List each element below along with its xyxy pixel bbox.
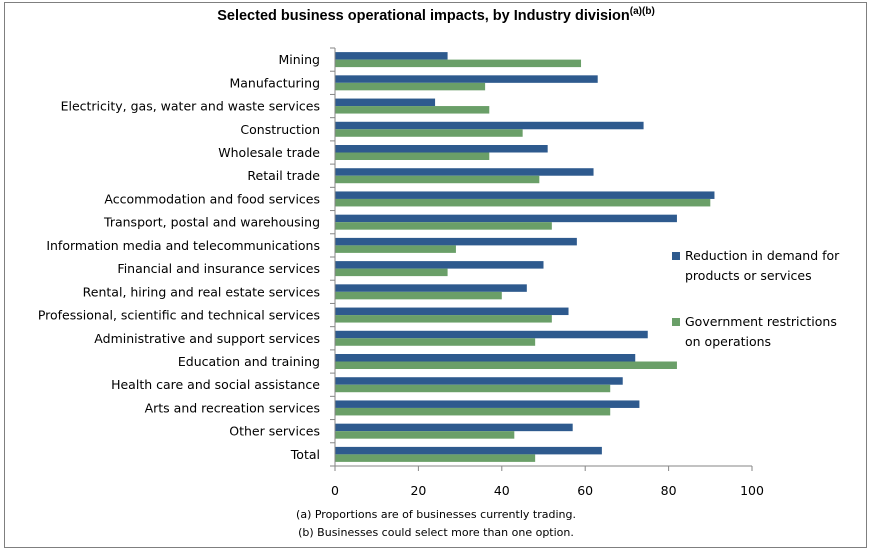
bar-demand-17	[335, 446, 602, 455]
bar-restrictions-12	[335, 338, 536, 346]
bar-restrictions-4	[335, 152, 490, 160]
bar-demand-6	[335, 191, 715, 199]
category-label: Arts and recreation services	[145, 400, 320, 415]
bar-demand-3	[335, 121, 644, 130]
category-label: Mining	[278, 52, 320, 67]
legend-label-restrictions: on operations	[685, 334, 771, 349]
bar-restrictions-5	[335, 175, 540, 184]
category-label: Rental, hiring and real estate services	[83, 284, 320, 299]
bar-restrictions-3	[335, 129, 523, 137]
category-label: Electricity, gas, water and waste servic…	[61, 99, 320, 114]
bar-demand-1	[335, 75, 598, 83]
category-label: Other services	[229, 424, 320, 439]
bar-demand-4	[335, 145, 548, 153]
x-tick-label: 20	[410, 483, 426, 498]
bar-restrictions-17	[335, 454, 536, 462]
bar-restrictions-8	[335, 245, 456, 253]
bar-demand-16	[335, 423, 573, 432]
legend-swatch-restrictions	[672, 318, 680, 326]
category-label: Education and training	[178, 354, 320, 369]
category-label: Financial and insurance services	[117, 261, 320, 276]
legend-swatch-demand	[672, 252, 680, 260]
bar-restrictions-16	[335, 431, 515, 439]
x-tick-label: 0	[331, 483, 339, 498]
bar-restrictions-15	[335, 407, 611, 416]
bar-demand-12	[335, 330, 648, 339]
bar-demand-8	[335, 237, 577, 246]
category-label: Construction	[240, 122, 320, 137]
bar-restrictions-10	[335, 291, 502, 300]
category-label: Professional, scientific and technical s…	[38, 308, 320, 323]
bar-restrictions-11	[335, 315, 552, 323]
bar-demand-9	[335, 261, 544, 269]
bar-demand-7	[335, 214, 677, 223]
chart-title: Selected business operational impacts, b…	[0, 6, 872, 24]
x-tick-label: 80	[661, 483, 677, 498]
bar-restrictions-2	[335, 106, 490, 114]
legend-label-demand: Reduction in demand for	[685, 248, 840, 263]
bar-demand-5	[335, 168, 594, 176]
category-label: Administrative and support services	[94, 331, 320, 346]
bar-demand-2	[335, 98, 436, 107]
bar-restrictions-1	[335, 82, 486, 91]
legend-label-restrictions: Government restrictions	[685, 314, 837, 329]
category-label: Manufacturing	[229, 75, 320, 90]
category-label: Health care and social assistance	[111, 377, 320, 392]
category-label: Total	[290, 447, 320, 462]
bar-demand-0	[335, 52, 448, 60]
legend-label-demand: products or services	[685, 268, 812, 283]
chart-title-superscript: (a)(b)	[629, 6, 655, 17]
bar-restrictions-14	[335, 384, 611, 393]
category-label: Information media and telecommunications	[46, 238, 320, 253]
bar-restrictions-0	[335, 59, 582, 68]
footnote-b: (b) Businesses could select more than on…	[298, 526, 574, 539]
bar-demand-13	[335, 354, 636, 362]
x-tick-label: 100	[740, 483, 764, 498]
bar-demand-15	[335, 400, 640, 408]
bar-restrictions-9	[335, 268, 448, 277]
footnote-a: (a) Proportions are of businesses curren…	[296, 508, 576, 521]
category-label: Accommodation and food services	[104, 191, 320, 206]
x-tick-label: 40	[494, 483, 510, 498]
x-tick-label: 60	[577, 483, 593, 498]
category-label: Retail trade	[247, 168, 320, 183]
chart-title-text: Selected business operational impacts, b…	[217, 7, 630, 24]
bar-restrictions-13	[335, 361, 677, 369]
bar-restrictions-6	[335, 198, 711, 207]
category-label: Wholesale trade	[218, 145, 320, 160]
bar-demand-11	[335, 307, 569, 316]
category-label: Transport, postal and warehousing	[103, 215, 320, 230]
bar-restrictions-7	[335, 222, 552, 230]
bar-demand-10	[335, 284, 527, 292]
bar-demand-14	[335, 377, 623, 385]
